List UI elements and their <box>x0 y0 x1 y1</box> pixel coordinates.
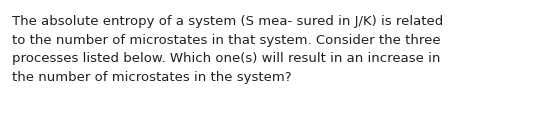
Text: The absolute entropy of a system (S mea- sured in J/K) is related
to the number : The absolute entropy of a system (S mea-… <box>12 15 444 84</box>
